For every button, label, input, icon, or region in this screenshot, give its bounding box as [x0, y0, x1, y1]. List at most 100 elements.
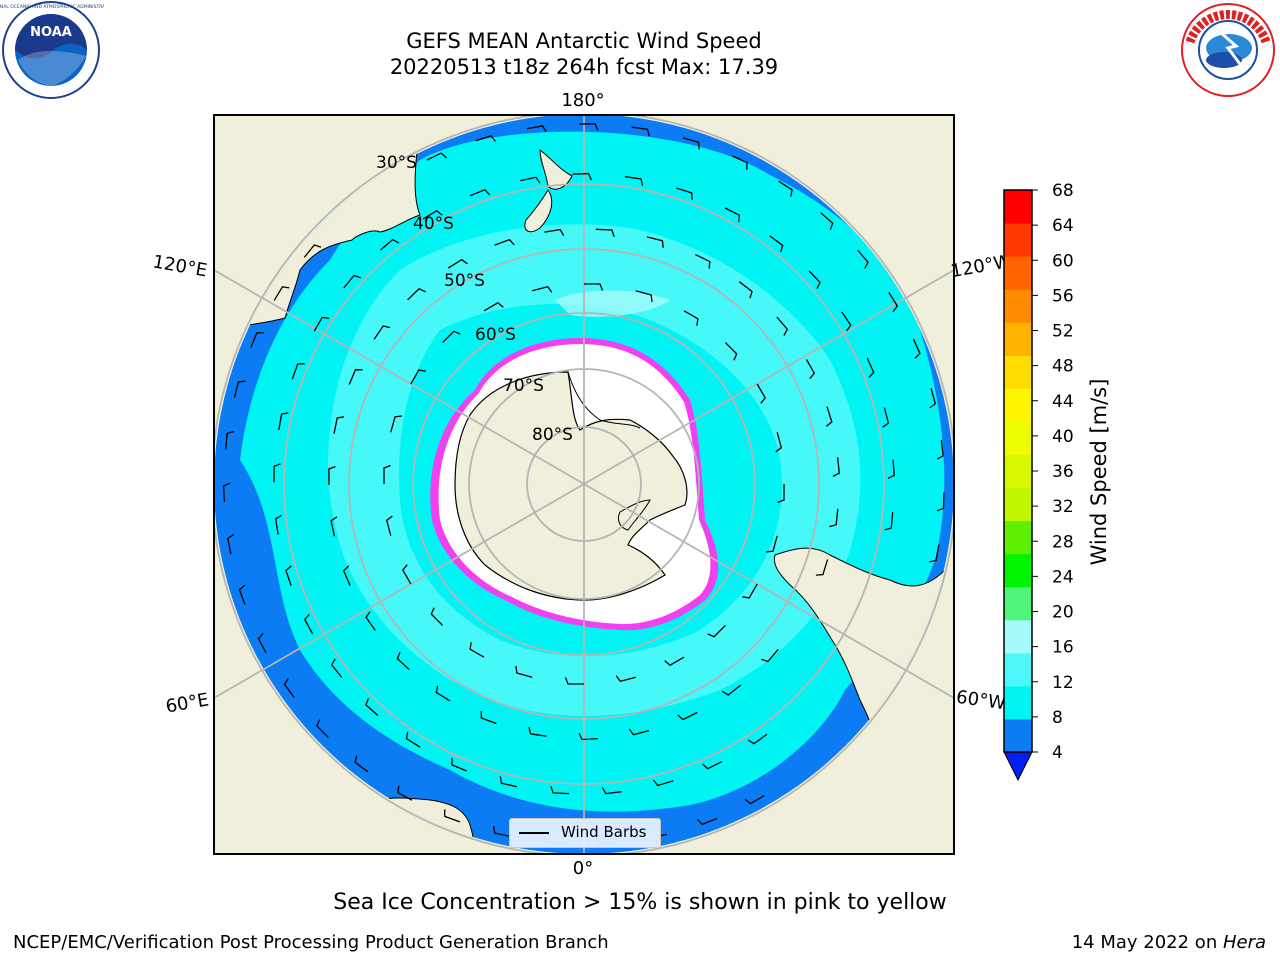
wind-barb [528, 726, 547, 737]
wind-barb [572, 172, 592, 181]
wind-barb [330, 658, 343, 678]
wind-barb [760, 648, 779, 663]
colorbar-bin [1004, 652, 1032, 687]
wind-barb [628, 728, 650, 736]
wind-barb [303, 244, 322, 258]
colorbar-bin [1004, 322, 1032, 356]
lat-label-60s: 60°S [475, 325, 516, 345]
wind-barb [233, 380, 246, 398]
wind-barb [884, 511, 894, 531]
wind-barb [578, 732, 598, 741]
colorbar-bin [1004, 619, 1032, 654]
wind-barb [929, 544, 940, 563]
wind-barb [469, 642, 485, 658]
wind-barb [273, 286, 290, 301]
wind-barb [354, 755, 369, 773]
wind-barb [544, 228, 565, 237]
wind-barb [483, 302, 504, 312]
wind-barb [595, 228, 615, 237]
lat-label-80s: 80°S [532, 425, 573, 445]
wind-barb [316, 719, 329, 738]
wind-barb [683, 310, 699, 326]
wind-barb [238, 584, 246, 605]
colorbar-bin [1004, 685, 1032, 720]
colorbar-tick-label: 40 [1052, 427, 1074, 447]
wind-barb [769, 235, 784, 253]
lat-label-40s: 40°S [413, 214, 454, 234]
wind-barb [776, 316, 789, 336]
wind-barb [756, 383, 766, 404]
colorbar-tick-label: 44 [1052, 392, 1074, 412]
wind-barb [744, 795, 765, 805]
wind-barb [550, 785, 570, 795]
lon-label-180: 180° [561, 90, 604, 111]
colorbar-tick-label: 60 [1052, 251, 1074, 271]
wind-barb [383, 464, 391, 484]
wind-barb [631, 126, 650, 137]
colorbar-tick-label: 20 [1052, 603, 1074, 623]
wind-barb [442, 330, 461, 344]
wind-barb-legend-label: Wind Barbs [561, 823, 647, 841]
colorbar-tick-label: 52 [1052, 322, 1074, 342]
colorbar-tick-label: 48 [1052, 357, 1074, 377]
wind-barb [832, 457, 840, 477]
wind-barb [936, 439, 944, 460]
wind-barb [333, 416, 345, 434]
wind-barb [652, 779, 674, 787]
wind-barb [738, 281, 753, 299]
lat-label-70s: 70°S [503, 376, 544, 396]
wind-barb [405, 731, 421, 748]
wind-barb [584, 283, 604, 291]
wind-barb [475, 135, 496, 142]
wind-barb [724, 342, 738, 361]
wind-barb [283, 678, 295, 698]
wind-barb [676, 187, 693, 200]
wind-barb [257, 632, 267, 654]
colorbar-tick-label: 12 [1052, 673, 1074, 693]
wind-barb [532, 285, 553, 293]
wind-barb [225, 430, 235, 450]
colorbar-bin [1004, 553, 1032, 588]
wind-barb [390, 415, 402, 433]
colorbar-tick-label: 8 [1052, 708, 1063, 728]
wind-barb [222, 482, 231, 502]
colorbar-bin [1004, 718, 1032, 753]
graticule [214, 115, 954, 854]
colorbar-bin [1004, 190, 1032, 224]
wind-barb [825, 406, 833, 427]
wind-barb [520, 176, 541, 184]
wind-barb [777, 484, 785, 504]
wind-barb [396, 651, 410, 670]
wind-barb [515, 666, 533, 678]
wind-barb [342, 565, 351, 586]
wind-barb [747, 733, 768, 745]
wind-barb [805, 359, 816, 380]
wind-barb [601, 787, 622, 795]
wind-barb [724, 207, 741, 223]
wind-barb [227, 534, 235, 555]
colorbar-bin [1004, 586, 1032, 621]
wind-barb [857, 249, 869, 269]
colorbar-tick-label: 56 [1052, 286, 1074, 306]
wind-barb [888, 292, 899, 312]
wind-barb [430, 607, 444, 626]
wind-barb [328, 465, 336, 486]
wind-barb [410, 369, 426, 385]
noaa-logo-text: NOAA [30, 25, 72, 40]
wind-barb [435, 685, 451, 702]
map-title: GEFS MEAN Antarctic Wind Speed [406, 29, 762, 53]
wind-barb [385, 515, 393, 536]
wind-barb [829, 508, 839, 528]
wind-barb [766, 535, 778, 553]
colorbar-bin [1004, 388, 1032, 422]
wind-barb-legend-line [519, 832, 549, 834]
sea-ice-caption: Sea Ice Concentration > 15% is shown in … [333, 890, 947, 915]
colorbar-label: Wind Speed [m/s] [1087, 379, 1111, 566]
noaa-logo: NOAA NATIONAL OCEANIC AND ATMOSPHERIC AD… [0, 1, 104, 99]
colorbar-bin [1004, 454, 1032, 489]
wind-barb [451, 757, 468, 772]
wind-barb [250, 332, 264, 348]
wind-barb [615, 675, 636, 683]
wind-barb [808, 270, 821, 289]
wind-barb [841, 311, 852, 332]
